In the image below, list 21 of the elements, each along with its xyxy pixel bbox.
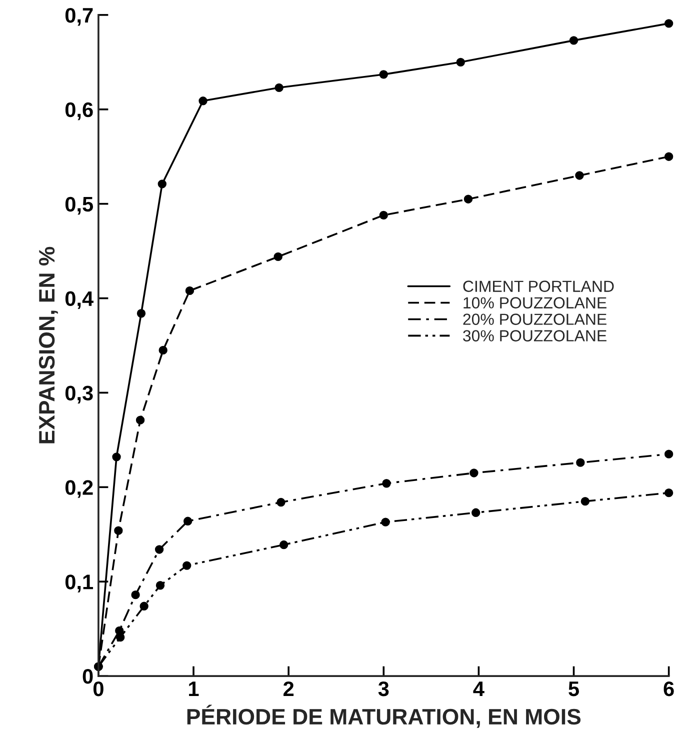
legend-label: 20% POUZZOLANE — [463, 314, 606, 325]
x-tick-label: 0 — [93, 681, 104, 696]
y-tick-label: 0,1 — [65, 574, 94, 592]
y-tick-label: 0,5 — [65, 196, 94, 215]
y-tick-label: 0,2 — [65, 480, 93, 498]
legend-label: 10% POUZZOLANE — [464, 297, 606, 308]
x-tick-label: 4 — [473, 682, 484, 696]
y-tick-label: 0,7 — [65, 8, 93, 26]
y-tick-label: 0,6 — [65, 102, 93, 120]
x-tick-label: 3 — [378, 681, 389, 696]
y-tick-label: 0 — [82, 669, 93, 684]
legend-label: CIMENT PORTLAND — [463, 280, 614, 292]
y-axis-title: EXPANSION, EN % — [38, 246, 58, 444]
x-tick-label: 5 — [568, 682, 579, 696]
x-tick-label: 6 — [664, 681, 674, 696]
y-tick-label: 0,3 — [65, 386, 93, 404]
x-axis-title: PÉRIODE DE MATURATION, EN MOIS — [187, 704, 581, 728]
y-tick-label: 0,4 — [65, 291, 94, 310]
x-tick-label: 1 — [189, 682, 199, 696]
x-tick-label: 2 — [284, 681, 294, 696]
legend-label: 30% POUZZOLANE — [463, 330, 606, 342]
